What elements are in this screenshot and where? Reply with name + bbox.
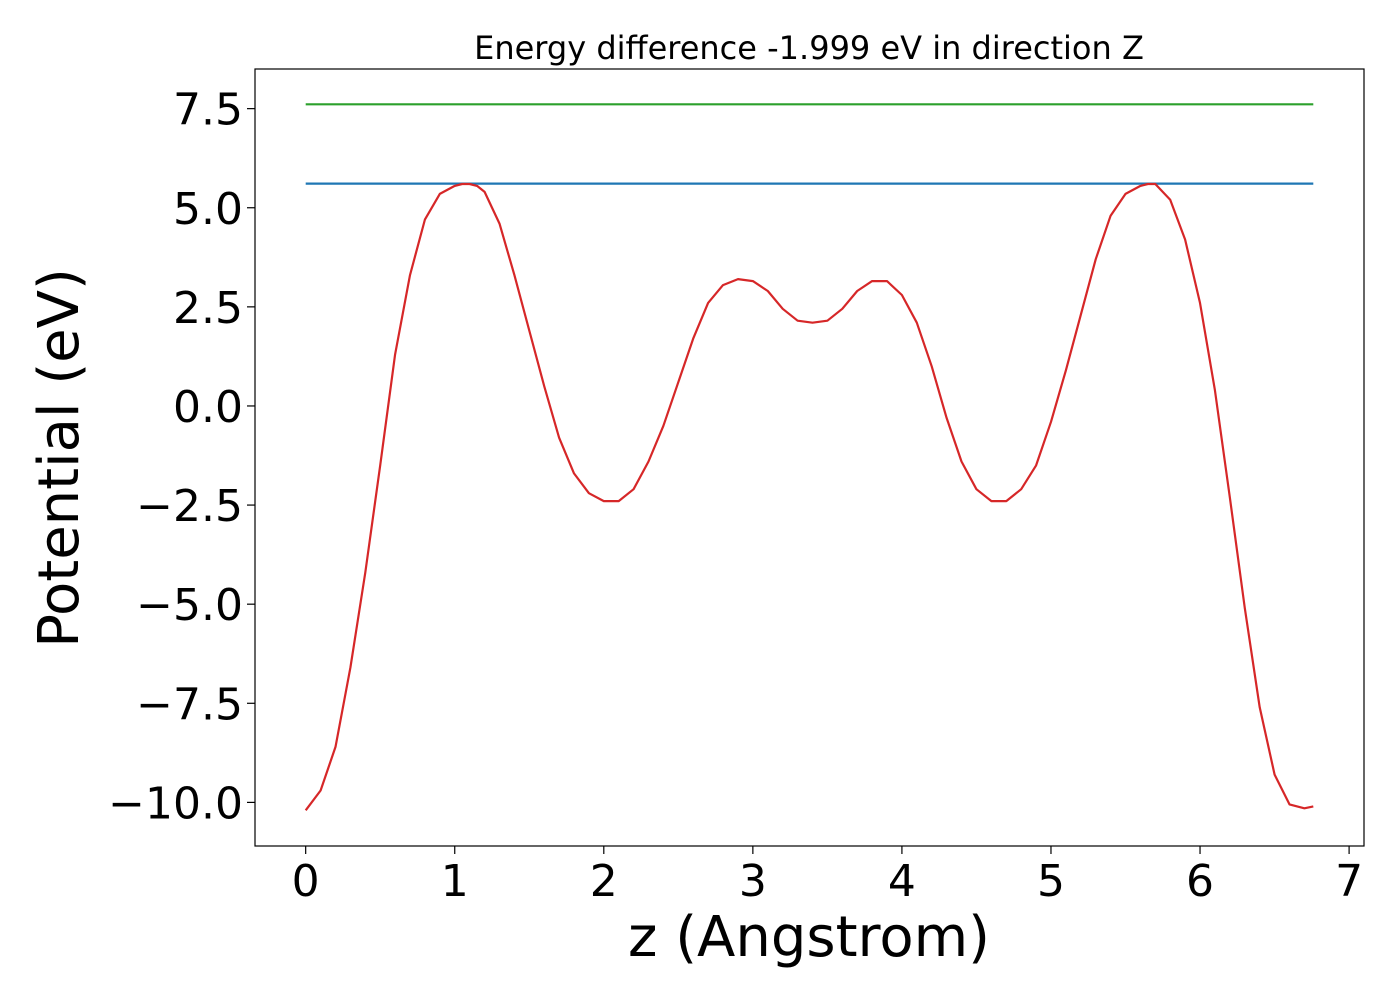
series-line-2 xyxy=(304,182,1314,811)
x-tick-label: 7 xyxy=(1335,856,1363,907)
x-tick-label: 6 xyxy=(1186,856,1214,907)
x-tick-label: 4 xyxy=(888,856,916,907)
chart-title: Energy difference -1.999 eV in direction… xyxy=(474,29,1144,67)
y-axis-label: Potential (eV) xyxy=(27,268,92,648)
y-tick-label: 5.0 xyxy=(173,184,243,235)
x-tick-label: 3 xyxy=(739,856,767,907)
y-tick-label: 2.5 xyxy=(173,283,243,334)
y-axis: 7.5 5.0 2.5 0.0 −2.5 −5.0 −7.5 −10.0 xyxy=(108,85,255,829)
y-tick-label: −2.5 xyxy=(136,481,243,532)
y-tick-label: −7.5 xyxy=(136,679,243,730)
x-tick-label: 5 xyxy=(1037,856,1065,907)
y-tick-label: −5.0 xyxy=(136,580,243,631)
x-tick-label: 1 xyxy=(441,856,469,907)
x-tick-label: 2 xyxy=(590,856,618,907)
x-axis: 0 1 2 3 4 5 6 7 xyxy=(292,846,1363,907)
y-tick-label: −10.0 xyxy=(108,778,243,829)
y-tick-label: 0.0 xyxy=(173,382,243,433)
plot-area-frame xyxy=(254,68,1365,847)
y-tick-label: 7.5 xyxy=(173,85,243,136)
x-tick-label: 0 xyxy=(292,856,320,907)
x-axis-label: z (Angstrom) xyxy=(628,905,990,970)
plot-lines xyxy=(304,103,1314,811)
